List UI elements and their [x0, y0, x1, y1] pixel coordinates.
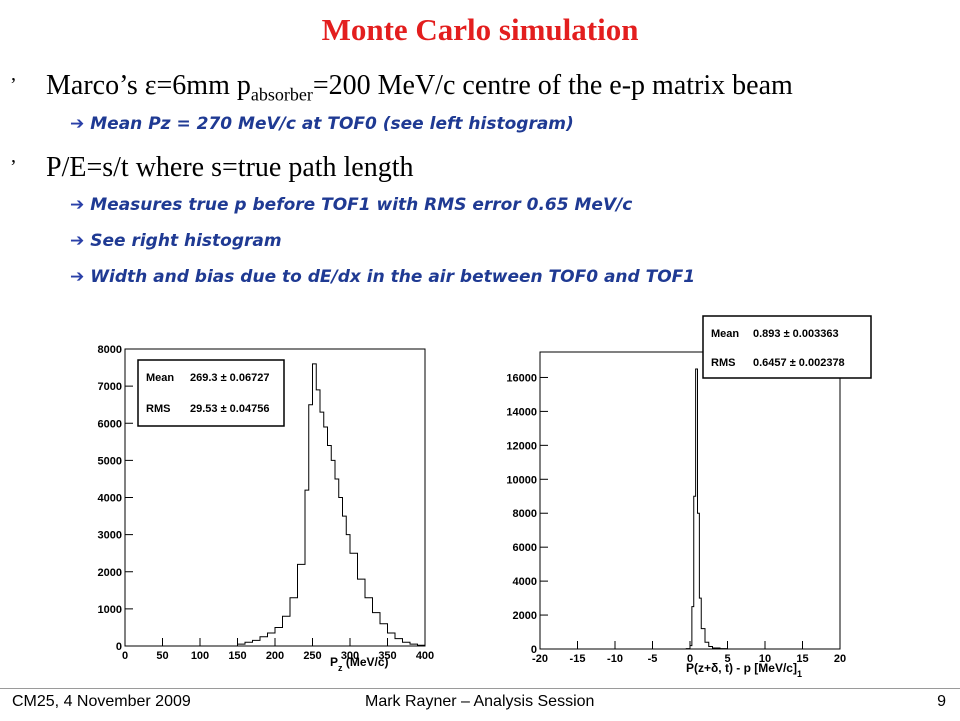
- right-mean-label: Mean: [711, 328, 739, 340]
- right-plot-frame: [539, 351, 841, 650]
- left-x-tick-label: 150: [228, 650, 246, 662]
- right-y-tick-label: 10000: [506, 474, 537, 486]
- right-x-tick-label: 20: [834, 653, 846, 665]
- bullet-1-sub: absorber: [250, 84, 313, 105]
- right-mean-value: 0.893 ± 0.003363: [753, 328, 839, 340]
- left-rms-label: RMS: [146, 403, 170, 415]
- right-y-tick-label: 6000: [513, 542, 537, 554]
- right-histogram: -20 -15 -10 -5 0 5 10 15 20 0 2000 4000 6000 8000 1000…: [506, 315, 872, 679]
- right-x-tick-label: -20: [532, 653, 548, 665]
- right-rms-label: RMS: [711, 357, 735, 369]
- left-histogram: 0 50 100 150 200 250 300 350 4000100020003000400…: [98, 344, 435, 673]
- left-x-tick-label: 400: [416, 650, 434, 662]
- bullet-1-text: Marco’s ε=6mm pabsorber=200 MeV/c centre…: [46, 70, 793, 106]
- bullet-2-text: P/E=s/t where s=true path length: [46, 152, 414, 183]
- left-x-tick-label: 200: [266, 650, 284, 662]
- left-axis-ticks: 0 50 100 150 200 250 300 350 4000100020003000400…: [98, 344, 435, 662]
- bullet-marker: ’: [10, 74, 17, 96]
- right-stats-box: [702, 315, 872, 379]
- bullet-marker: ’: [10, 156, 17, 178]
- right-y-tick-label: 14000: [506, 406, 537, 418]
- left-y-tick-label: 2000: [98, 567, 122, 579]
- right-x-axis-label: P(z+δ, t) - p [MeV/c]1: [686, 661, 802, 679]
- right-x-tick-label: 0: [687, 653, 693, 665]
- left-x-tick-label: 50: [156, 650, 168, 662]
- right-rms-value: 0.6457 ± 0.002378: [753, 357, 845, 369]
- sub-bullet-3-text: See right histogram: [90, 231, 282, 251]
- left-histogram-line: [125, 363, 426, 647]
- right-y-tick-label: 2000: [513, 610, 537, 622]
- left-x-tick-label: 100: [191, 650, 209, 662]
- left-stats-box: [137, 359, 285, 427]
- left-x-tick-label: 300: [341, 650, 359, 662]
- slide-title: Monte Carlo simulation: [321, 12, 639, 47]
- right-x-tick-label: -5: [648, 653, 658, 665]
- right-x-tick-label: -15: [570, 653, 586, 665]
- right-axis-ticks: -20 -15 -10 -5 0 5 10 15 20 0 2000 4000 6000 8000 1000…: [506, 372, 846, 665]
- right-y-tick-label: 4000: [513, 576, 537, 588]
- left-y-tick-label: 8000: [98, 344, 122, 356]
- left-rms-value: 29.53 ± 0.04756: [190, 403, 269, 415]
- bullet-1-pre: Marco’s ε=6mm p: [46, 70, 251, 101]
- left-x-tick-label: 250: [303, 650, 321, 662]
- footer-left: CM25, 4 November 2009: [12, 693, 191, 710]
- right-x-tick-label: 15: [796, 653, 808, 665]
- sub-bullet-3: ➔ See right histogram: [70, 231, 282, 251]
- right-histogram-line: [682, 368, 728, 650]
- left-y-tick-label: 5000: [98, 455, 122, 467]
- left-x-tick-label: 0: [122, 650, 128, 662]
- bullet-1-post: =200 MeV/c centre of the e-p matrix beam: [312, 70, 793, 101]
- sub-bullet-1-text: Mean Pz = 270 MeV/c at TOF0 (see left hi…: [90, 114, 574, 134]
- right-y-tick-label: 12000: [506, 440, 537, 452]
- left-y-tick-label: 0: [116, 641, 122, 653]
- left-x-axis-label: Pz (MeV/c): [330, 655, 389, 673]
- right-y-tick-label: 8000: [513, 508, 537, 520]
- left-mean-label: Mean: [146, 372, 174, 384]
- right-x-tick-label: -10: [607, 653, 623, 665]
- sub-bullet-4: ➔ Width and bias due to dE/dx in the air …: [70, 267, 695, 287]
- left-mean-value: 269.3 ± 0.06727: [190, 372, 269, 384]
- sub-bullet-2: ➔ Measures true p before TOF1 with RMS er…: [70, 195, 632, 215]
- arrow-icon: ➔: [70, 231, 85, 251]
- arrow-icon: ➔: [70, 195, 85, 215]
- left-y-tick-label: 7000: [98, 381, 122, 393]
- left-y-tick-label: 6000: [98, 418, 122, 430]
- sub-bullet-1: ➔ Mean Pz = 270 MeV/c at TOF0 (see left h…: [70, 114, 574, 134]
- sub-bullet-4-text: Width and bias due to dE/dx in the air b…: [90, 267, 696, 287]
- left-y-tick-label: 1000: [98, 604, 122, 616]
- right-y-tick-label: 16000: [506, 372, 537, 384]
- right-y-tick-label: 0: [531, 644, 537, 656]
- right-x-tick-label: 5: [724, 653, 730, 665]
- left-y-tick-label: 4000: [98, 493, 122, 505]
- sub-bullet-2-text: Measures true p before TOF1 with RMS err…: [90, 195, 633, 215]
- footer: CM25, 4 November 2009 Mark Rayner – Anal…: [0, 688, 960, 721]
- page-number: 9: [937, 693, 946, 710]
- arrow-icon: ➔: [70, 267, 85, 287]
- arrow-icon: ➔: [70, 114, 85, 134]
- right-x-tick-label: 10: [759, 653, 771, 665]
- left-x-tick-label: 350: [378, 650, 396, 662]
- footer-center: Mark Rayner – Analysis Session: [365, 693, 595, 710]
- left-y-tick-label: 3000: [98, 530, 122, 542]
